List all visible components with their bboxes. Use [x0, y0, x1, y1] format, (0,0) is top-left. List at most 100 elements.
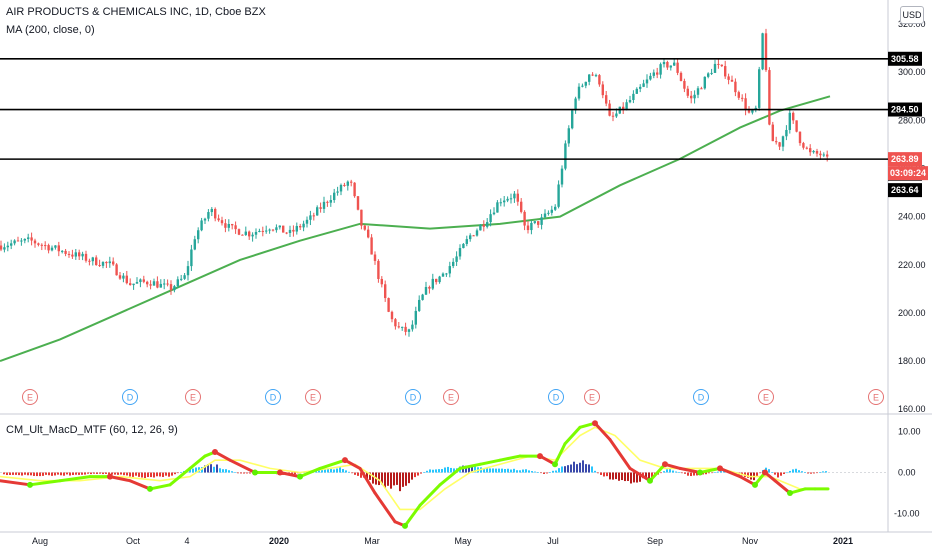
macd-histogram-bar — [348, 471, 350, 473]
candle-body — [261, 230, 264, 232]
candle-body — [401, 326, 404, 328]
macd-line-segment — [458, 462, 482, 470]
earnings-marker[interactable]: E — [758, 389, 774, 405]
event-circle — [758, 389, 774, 405]
time-axis[interactable]: Aug Oct 4 2020 Mar May Jul Sep Nov 2021 — [32, 536, 853, 546]
candle-body — [197, 230, 200, 240]
macd-histogram-bar — [444, 467, 446, 473]
macd-histogram-bar — [105, 472, 107, 474]
earnings-marker[interactable]: E — [443, 389, 459, 405]
macd-cross-dot — [762, 469, 768, 476]
macd-cross-dot — [277, 469, 283, 476]
macd-histogram-bar — [417, 472, 419, 476]
event-label: D — [410, 393, 417, 403]
macd-histogram-bar — [210, 464, 212, 473]
ma-legend-label[interactable]: MA (200, close, 0) — [6, 24, 95, 36]
candle-body — [146, 281, 149, 285]
candle-body — [666, 62, 669, 68]
macd-histogram-bar — [360, 472, 362, 478]
candle-body — [656, 72, 659, 75]
dividend-marker[interactable]: D — [265, 389, 281, 405]
macd-histogram-bar — [234, 472, 236, 473]
macd-cross-dot — [752, 481, 758, 488]
candle-body — [333, 192, 336, 201]
macd-histogram-bar — [48, 472, 50, 476]
macd-histogram-bar — [660, 472, 662, 474]
price-tag[interactable] — [888, 102, 922, 117]
macd-histogram-bar — [45, 472, 47, 475]
dividend-marker[interactable]: D — [548, 389, 564, 405]
candle-body — [506, 198, 509, 201]
candle-body — [101, 261, 105, 266]
earnings-marker[interactable]: E — [185, 389, 201, 405]
macd-histogram-bar — [714, 472, 716, 473]
event-label: E — [873, 393, 879, 403]
candle-body — [730, 79, 734, 82]
price-axis[interactable]: 160.00180.00200.00220.00240.00260.00280.… — [888, 19, 928, 519]
dividend-marker[interactable]: D — [405, 389, 421, 405]
dividend-marker[interactable]: D — [122, 389, 138, 405]
macd-histogram-bar — [216, 464, 218, 473]
candle-body — [452, 261, 455, 267]
earnings-marker[interactable]: E — [305, 389, 321, 405]
macd-histogram-bar — [171, 472, 173, 476]
macd-line-segment — [498, 454, 522, 462]
macd-legend-label[interactable]: CM_Ult_MacD_MTF (60, 12, 26, 9) — [6, 424, 178, 436]
macd-histogram-bar — [540, 472, 542, 474]
macd-histogram-bar — [201, 467, 203, 473]
candle-body — [71, 254, 74, 257]
macd-histogram-bar — [231, 471, 233, 473]
candle-body — [227, 224, 230, 228]
candle-body — [503, 200, 506, 203]
macd-histogram-bar — [153, 472, 155, 478]
candle-body — [622, 106, 625, 110]
macd-histogram-bar — [402, 472, 404, 487]
event-label: E — [763, 393, 769, 403]
macd-cross-dot — [787, 490, 793, 497]
dividend-marker[interactable]: D — [693, 389, 709, 405]
price-tag-label: 305.58 — [891, 54, 919, 64]
earnings-marker[interactable]: E — [22, 389, 38, 405]
macd-line-segment — [698, 466, 722, 474]
event-circle — [548, 389, 564, 405]
candle-body — [33, 240, 37, 244]
macd-histogram-bar — [756, 472, 758, 477]
candle-body — [761, 33, 764, 70]
macd-histogram-bar — [219, 468, 221, 473]
macd-histogram-bar — [786, 472, 788, 474]
macd-cross-dot — [252, 469, 258, 476]
candle-body — [302, 223, 305, 228]
candle-body — [305, 219, 309, 224]
candle-body — [30, 237, 33, 241]
earnings-marker[interactable]: E — [584, 389, 600, 405]
candle-body — [139, 279, 142, 283]
candle-body — [516, 193, 519, 202]
macd-histogram-bar — [801, 471, 803, 473]
macd-histogram-bar — [36, 472, 38, 477]
candle-body — [156, 281, 159, 288]
earnings-marker[interactable]: E — [868, 389, 884, 405]
candle-body — [611, 115, 615, 117]
candle-body — [166, 283, 169, 285]
candle-body — [727, 76, 730, 80]
macd-histogram-bar — [75, 472, 77, 475]
macd-line-segment — [608, 438, 632, 470]
price-tag[interactable] — [888, 51, 922, 66]
macd-histogram-bar — [621, 472, 623, 481]
candle-body — [343, 184, 346, 186]
macd-histogram-bar — [819, 472, 821, 473]
candle-body — [492, 212, 496, 215]
event-label: D — [553, 393, 560, 403]
price-tag[interactable] — [888, 152, 922, 167]
macd-histogram-bar — [12, 472, 14, 475]
price-tag[interactable] — [888, 183, 922, 198]
candle-body — [710, 72, 713, 74]
macd-histogram-bar — [354, 472, 356, 475]
horizontal-levels[interactable] — [0, 57, 888, 160]
currency-button[interactable]: USD — [900, 6, 924, 24]
candle-body — [775, 141, 778, 143]
macd-cross-dot — [697, 469, 703, 476]
macd-histogram-bar — [60, 472, 62, 476]
